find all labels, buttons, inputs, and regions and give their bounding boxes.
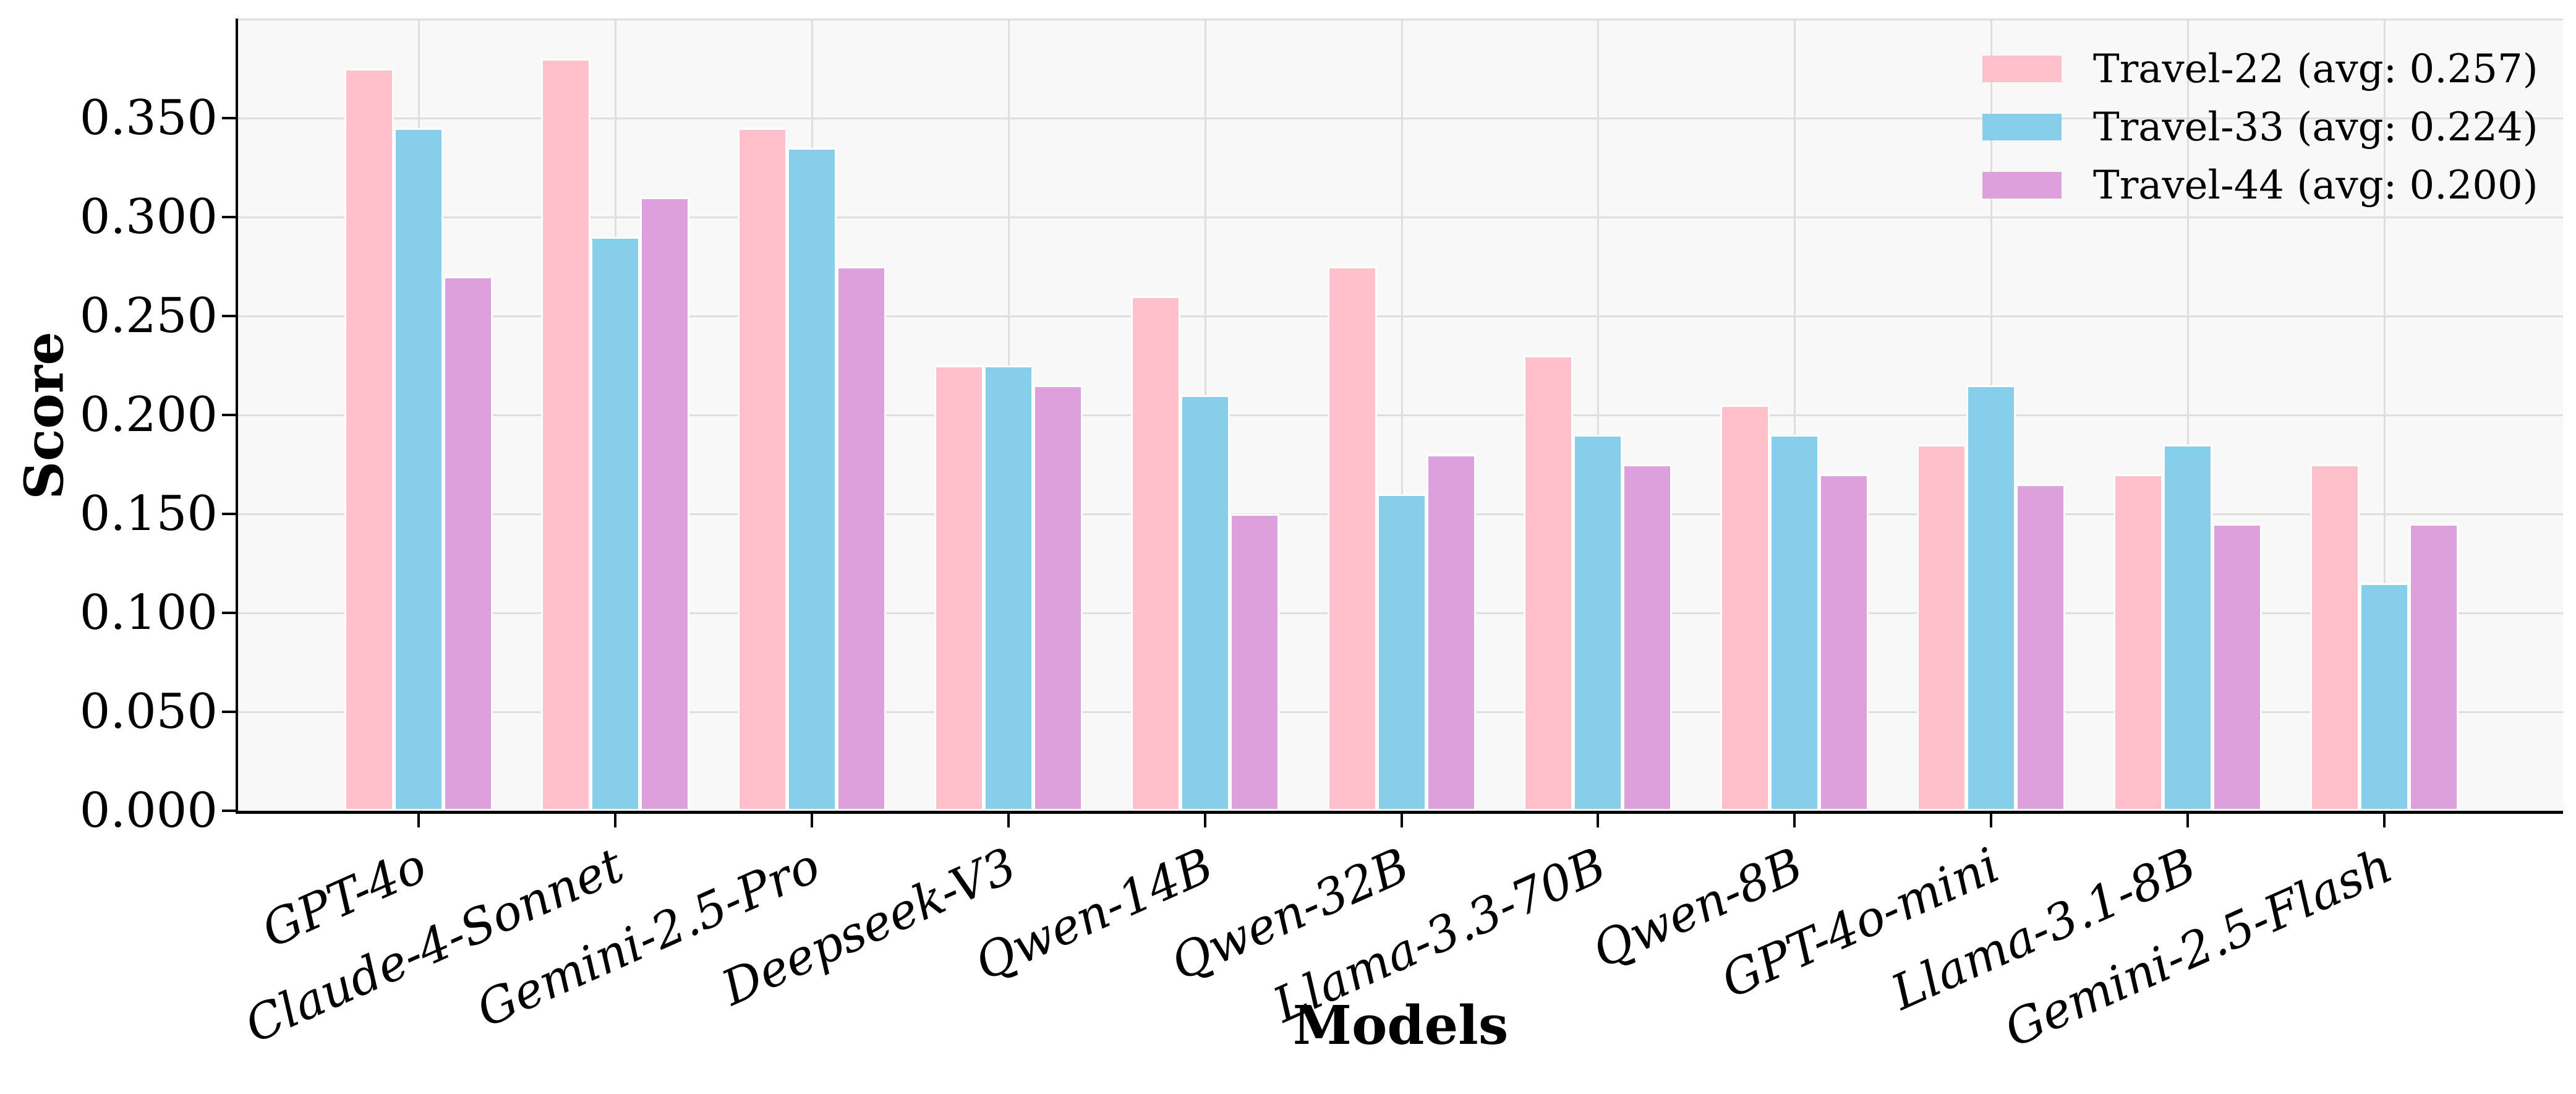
x-axis-title: Models: [1292, 994, 1509, 1057]
bar-travel-22-gemini-2-5-flash: [2310, 464, 2360, 811]
x-tick-mark: [613, 814, 616, 827]
bar-travel-33-gemini-2-5-flash: [2360, 583, 2409, 811]
bar-travel-33-llama-3-1-8b: [2163, 445, 2213, 811]
x-tick-mark: [810, 814, 813, 827]
bar-travel-44-qwen-8b: [1819, 474, 1869, 811]
legend-swatch-travel-33: [1982, 114, 2062, 140]
x-tick-mark: [1597, 814, 1600, 827]
bar-travel-22-qwen-32b: [1327, 267, 1377, 811]
x-tick-mark: [1400, 814, 1403, 827]
h-gridline: [238, 118, 2563, 119]
y-tick-label: 0.200: [79, 387, 218, 443]
x-tick-mark: [2186, 814, 2190, 827]
bar-travel-22-deepseek-v3: [934, 365, 984, 811]
h-gridline: [238, 315, 2563, 317]
bar-travel-22-llama-3-1-8b: [2113, 474, 2164, 811]
x-tick-mark: [1203, 814, 1206, 827]
y-tick-mark: [222, 315, 236, 317]
y-tick-mark: [222, 414, 236, 416]
legend-label: Travel-44 (avg: 0.200): [2093, 162, 2538, 208]
bar-travel-22-qwen-8b: [1720, 405, 1770, 811]
legend-label: Travel-22 (avg: 0.257): [2093, 46, 2538, 92]
h-gridline: [238, 216, 2563, 218]
bar-travel-22-llama-3-3-70b: [1524, 356, 1574, 811]
legend-label: Travel-33 (avg: 0.224): [2093, 104, 2538, 150]
legend-entry-travel-22: Travel-22 (avg: 0.257): [1982, 49, 2539, 89]
y-tick-mark: [222, 612, 236, 614]
legend-swatch-travel-22: [1982, 56, 2062, 82]
bar-travel-44-llama-3-3-70b: [1623, 464, 1673, 811]
y-tick-label: 0.050: [79, 684, 218, 740]
bar-travel-33-qwen-32b: [1376, 494, 1427, 811]
x-tick-label: Gemini-2.5-Pro: [468, 837, 828, 1039]
x-axis-spine: [236, 811, 2563, 814]
bar-travel-33-gpt-4o-mini: [1966, 385, 2016, 811]
x-tick-mark: [2383, 814, 2386, 827]
bar-travel-44-claude-4-sonnet: [639, 197, 689, 811]
bar-travel-33-qwen-14b: [1180, 395, 1230, 811]
y-tick-mark: [222, 216, 236, 218]
y-tick-label: 0.100: [79, 585, 218, 641]
x-tick-mark: [1793, 814, 1796, 827]
bar-travel-44-llama-3-1-8b: [2212, 524, 2263, 811]
y-axis-title: Score: [13, 331, 76, 500]
bar-travel-33-deepseek-v3: [983, 365, 1033, 811]
v-gridline: [2187, 19, 2190, 811]
legend-entry-travel-44: Travel-44 (avg: 0.200): [1982, 166, 2539, 205]
bar-travel-44-qwen-32b: [1426, 455, 1476, 811]
h-gridline: [238, 414, 2563, 416]
bar-travel-22-claude-4-sonnet: [540, 59, 591, 811]
v-gridline: [2384, 19, 2386, 811]
y-tick-mark: [222, 711, 236, 713]
legend-entry-travel-33: Travel-33 (avg: 0.224): [1982, 108, 2539, 147]
y-tick-mark: [222, 810, 236, 812]
bar-travel-22-qwen-14b: [1130, 296, 1180, 811]
bar-travel-33-gemini-2-5-pro: [787, 148, 837, 811]
bar-travel-33-qwen-8b: [1770, 435, 1820, 811]
v-gridline: [1401, 19, 1403, 811]
bar-travel-33-gpt-4o: [394, 128, 443, 811]
bar-travel-22-gpt-4o: [344, 69, 394, 811]
bar-travel-33-llama-3-3-70b: [1573, 435, 1623, 811]
bar-travel-44-gemini-2-5-pro: [836, 267, 886, 811]
y-tick-label: 0.300: [79, 189, 218, 245]
y-tick-label: 0.000: [79, 783, 218, 839]
y-tick-mark: [222, 513, 236, 515]
y-tick-label: 0.350: [79, 90, 218, 146]
y-tick-label: 0.250: [79, 288, 218, 344]
bar-travel-44-qwen-14b: [1229, 514, 1279, 811]
bar-travel-22-gemini-2-5-pro: [737, 128, 787, 811]
bar-travel-44-gpt-4o: [443, 276, 493, 811]
bar-travel-22-gpt-4o-mini: [1917, 445, 1967, 811]
x-tick-mark: [1990, 814, 1993, 827]
bar-travel-33-claude-4-sonnet: [590, 237, 640, 811]
v-gridline: [1794, 19, 1796, 811]
y-tick-mark: [222, 117, 236, 119]
legend-swatch-travel-44: [1982, 172, 2062, 199]
h-gridline: [238, 19, 2563, 20]
x-tick-mark: [1007, 814, 1010, 827]
x-tick-mark: [417, 814, 420, 827]
y-axis-spine: [236, 19, 238, 814]
y-tick-label: 0.150: [79, 486, 218, 542]
bar-travel-44-gemini-2-5-flash: [2409, 524, 2459, 811]
v-gridline: [1597, 19, 1600, 811]
bar-travel-44-gpt-4o-mini: [2016, 484, 2066, 811]
bar-travel-44-deepseek-v3: [1033, 385, 1083, 811]
